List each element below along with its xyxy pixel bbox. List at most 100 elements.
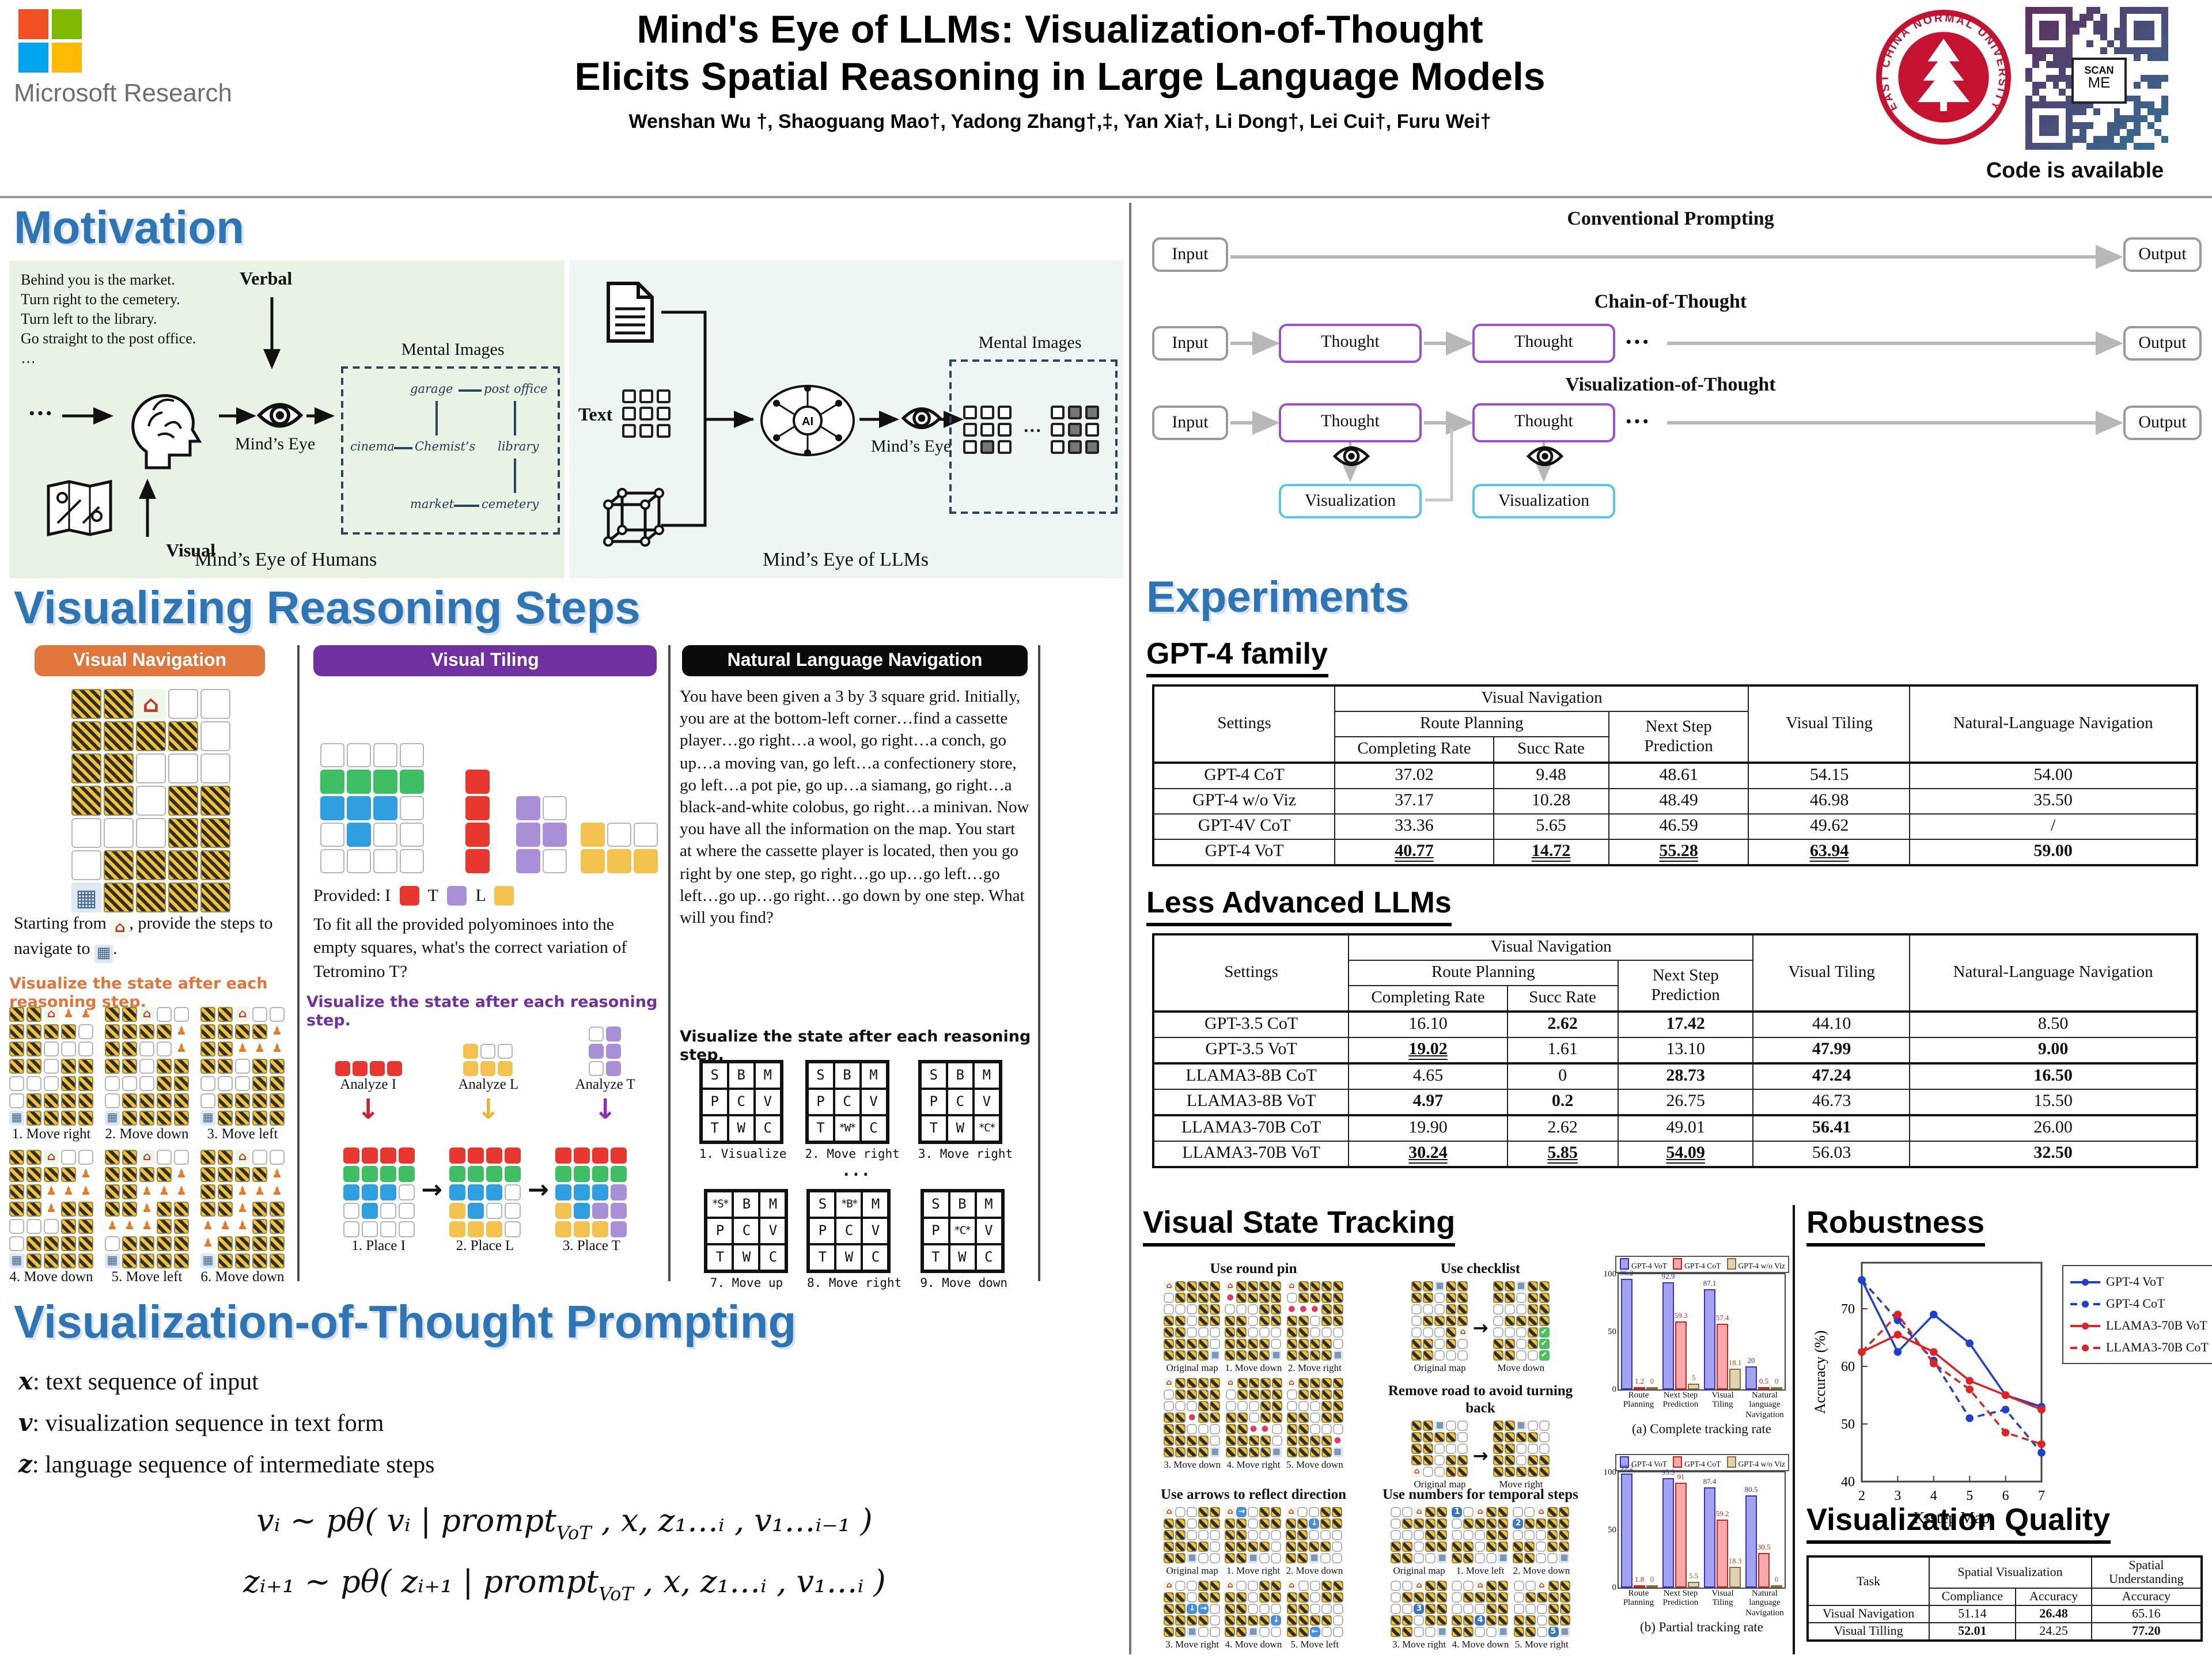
- div-el: [2120, 101, 2127, 109]
- div-el: [2073, 129, 2080, 136]
- grid-cell: [1332, 1327, 1343, 1338]
- grid-cell: [1236, 1592, 1247, 1603]
- nln-cell: S: [920, 1062, 947, 1089]
- div-el: [2107, 7, 2114, 14]
- grid-cell: [1298, 1339, 1309, 1349]
- table-value: 63.94: [1809, 842, 1849, 861]
- nln-cell: T: [809, 1244, 836, 1271]
- grid-cell: [1332, 1627, 1343, 1637]
- visual-label: Visual: [166, 541, 215, 561]
- grid-cell: [1513, 1541, 1524, 1552]
- grid-cell: [1286, 1615, 1297, 1626]
- div-el: [2066, 88, 2073, 96]
- div-el: [343, 1147, 415, 1237]
- div-el: [2154, 115, 2161, 123]
- nln-cell: P: [701, 1089, 728, 1115]
- div-el: [2134, 129, 2141, 136]
- div-el: [2127, 122, 2134, 130]
- grid-cell: [1516, 1467, 1527, 1477]
- grid-cell: [1271, 1507, 1282, 1517]
- div-el: [2147, 122, 2154, 130]
- div-el: [2093, 129, 2100, 136]
- div-el: [2161, 7, 2168, 14]
- div-el: [2052, 40, 2059, 48]
- div-el: ⌂ 4 ▦: [1452, 1581, 1509, 1637]
- span-el: [1085, 423, 1099, 437]
- grid-cell: [1446, 1293, 1457, 1303]
- div-el: Use round pin: [1210, 1260, 1297, 1277]
- grid-cell: [1175, 1435, 1186, 1446]
- chart-legend: GPT-4 VoT GPT-4 CoT GPT-4 w/o Viz: [1615, 1454, 1790, 1471]
- div-el: [2107, 20, 2114, 28]
- grid-cell: [1187, 1507, 1198, 1517]
- div-el: [2100, 135, 2107, 143]
- div-el: [2161, 34, 2168, 41]
- grid-cell: [1516, 1293, 1527, 1303]
- grid-cell: [1225, 1604, 1236, 1614]
- grid-cell: [1271, 1293, 1282, 1303]
- grid-cell: [1164, 1293, 1175, 1303]
- grid-cell: [78, 1253, 93, 1268]
- table-row: Visual Tilling 52.01 24.25 77.20: [1806, 1622, 2202, 1641]
- div-el: [2093, 34, 2100, 41]
- div-el: ⌂ ←: [1286, 1581, 1343, 1637]
- grid-cell: [61, 1093, 76, 1108]
- grid-cell: [1498, 1604, 1509, 1614]
- span-el: [980, 423, 994, 437]
- robustness-legend: GPT-4 VoT GPT-4 CoT LLAMA3-70B VoT LLAMA3-7…: [2062, 1265, 2212, 1364]
- nln-cell: V: [759, 1218, 786, 1244]
- grid-cell: [352, 1061, 368, 1076]
- span-el: 0: [1774, 1378, 1779, 1386]
- grid-cell: [218, 1059, 233, 1074]
- grid-cell: [1434, 1293, 1445, 1303]
- table-cell: 56.41: [1752, 1114, 1911, 1142]
- grid-cell: [1298, 1435, 1308, 1446]
- table-cell: 0: [1506, 1062, 1619, 1090]
- grid-cell: ▦: [1437, 1627, 1448, 1637]
- vst-map-caption: 1. Move down: [1225, 1362, 1282, 1373]
- text-el: AI: [802, 415, 813, 428]
- th-el: Next Step Prediction: [1608, 711, 1749, 763]
- grid-cell: [270, 1253, 285, 1268]
- span-el: : text sequence of input: [33, 1368, 259, 1395]
- bar-group: 95.3 91 5.5: [1662, 1468, 1699, 1588]
- div-el: [2066, 47, 2073, 55]
- vn-step-grids: ⌂ ♟ ♟ ▦ 1. Move right ⌂ ♟ ♟ ▦ 2. Move down ⌂ ♟ ♟ ♟ ♟ ▦ 3…: [9, 1007, 295, 1286]
- table-value: 26.48: [2039, 1607, 2068, 1621]
- grid-cell: ⌂: [1164, 1581, 1175, 1591]
- category-label: Next Step Prediction: [1662, 1588, 1699, 1608]
- table-cell: 16.10: [1348, 1010, 1508, 1038]
- grid-cell: [1391, 1604, 1402, 1614]
- grid-cell: [1423, 1467, 1434, 1477]
- grid-cell: [1332, 1401, 1343, 1411]
- grid-cell: [361, 1147, 378, 1164]
- grid-cell: [270, 1059, 285, 1074]
- grid-cell: [1457, 1467, 1468, 1477]
- grid-cell: [611, 1221, 627, 1237]
- span-el: 18.3: [1728, 1557, 1742, 1566]
- span-el: Provided: I: [313, 887, 391, 906]
- grid-cell: [1321, 1304, 1332, 1315]
- table-cell: 49.62: [1748, 813, 1911, 840]
- grid-cell: [1175, 1627, 1186, 1637]
- l-swatch: [494, 886, 514, 906]
- grid-cell: [1513, 1553, 1524, 1563]
- grid-cell: [1271, 1389, 1282, 1400]
- grid-cell: ▦: [1437, 1553, 1448, 1563]
- grid-cell: [1434, 1432, 1445, 1442]
- div-el: [2046, 95, 2053, 102]
- div-el: [2039, 81, 2046, 89]
- div-el: [2025, 101, 2032, 109]
- div-el: [2147, 68, 2154, 75]
- grid-cell: [1457, 1421, 1468, 1431]
- text-el: 60: [1841, 1359, 1855, 1374]
- grid-cell: [1210, 1304, 1221, 1315]
- text-token-grid: [622, 389, 671, 438]
- div-el: ▦ ✔ ✔ ✔: [1493, 1281, 1550, 1361]
- div-el: market: [410, 498, 454, 512]
- vst-map: ⌂ ● ▦ 1. Move down: [1225, 1281, 1282, 1373]
- vrs-heading: Visualizing Reasoning Steps: [14, 583, 641, 634]
- div-el: [2046, 122, 2053, 130]
- div-el: [2161, 13, 2168, 21]
- grid-cell: [235, 1236, 250, 1251]
